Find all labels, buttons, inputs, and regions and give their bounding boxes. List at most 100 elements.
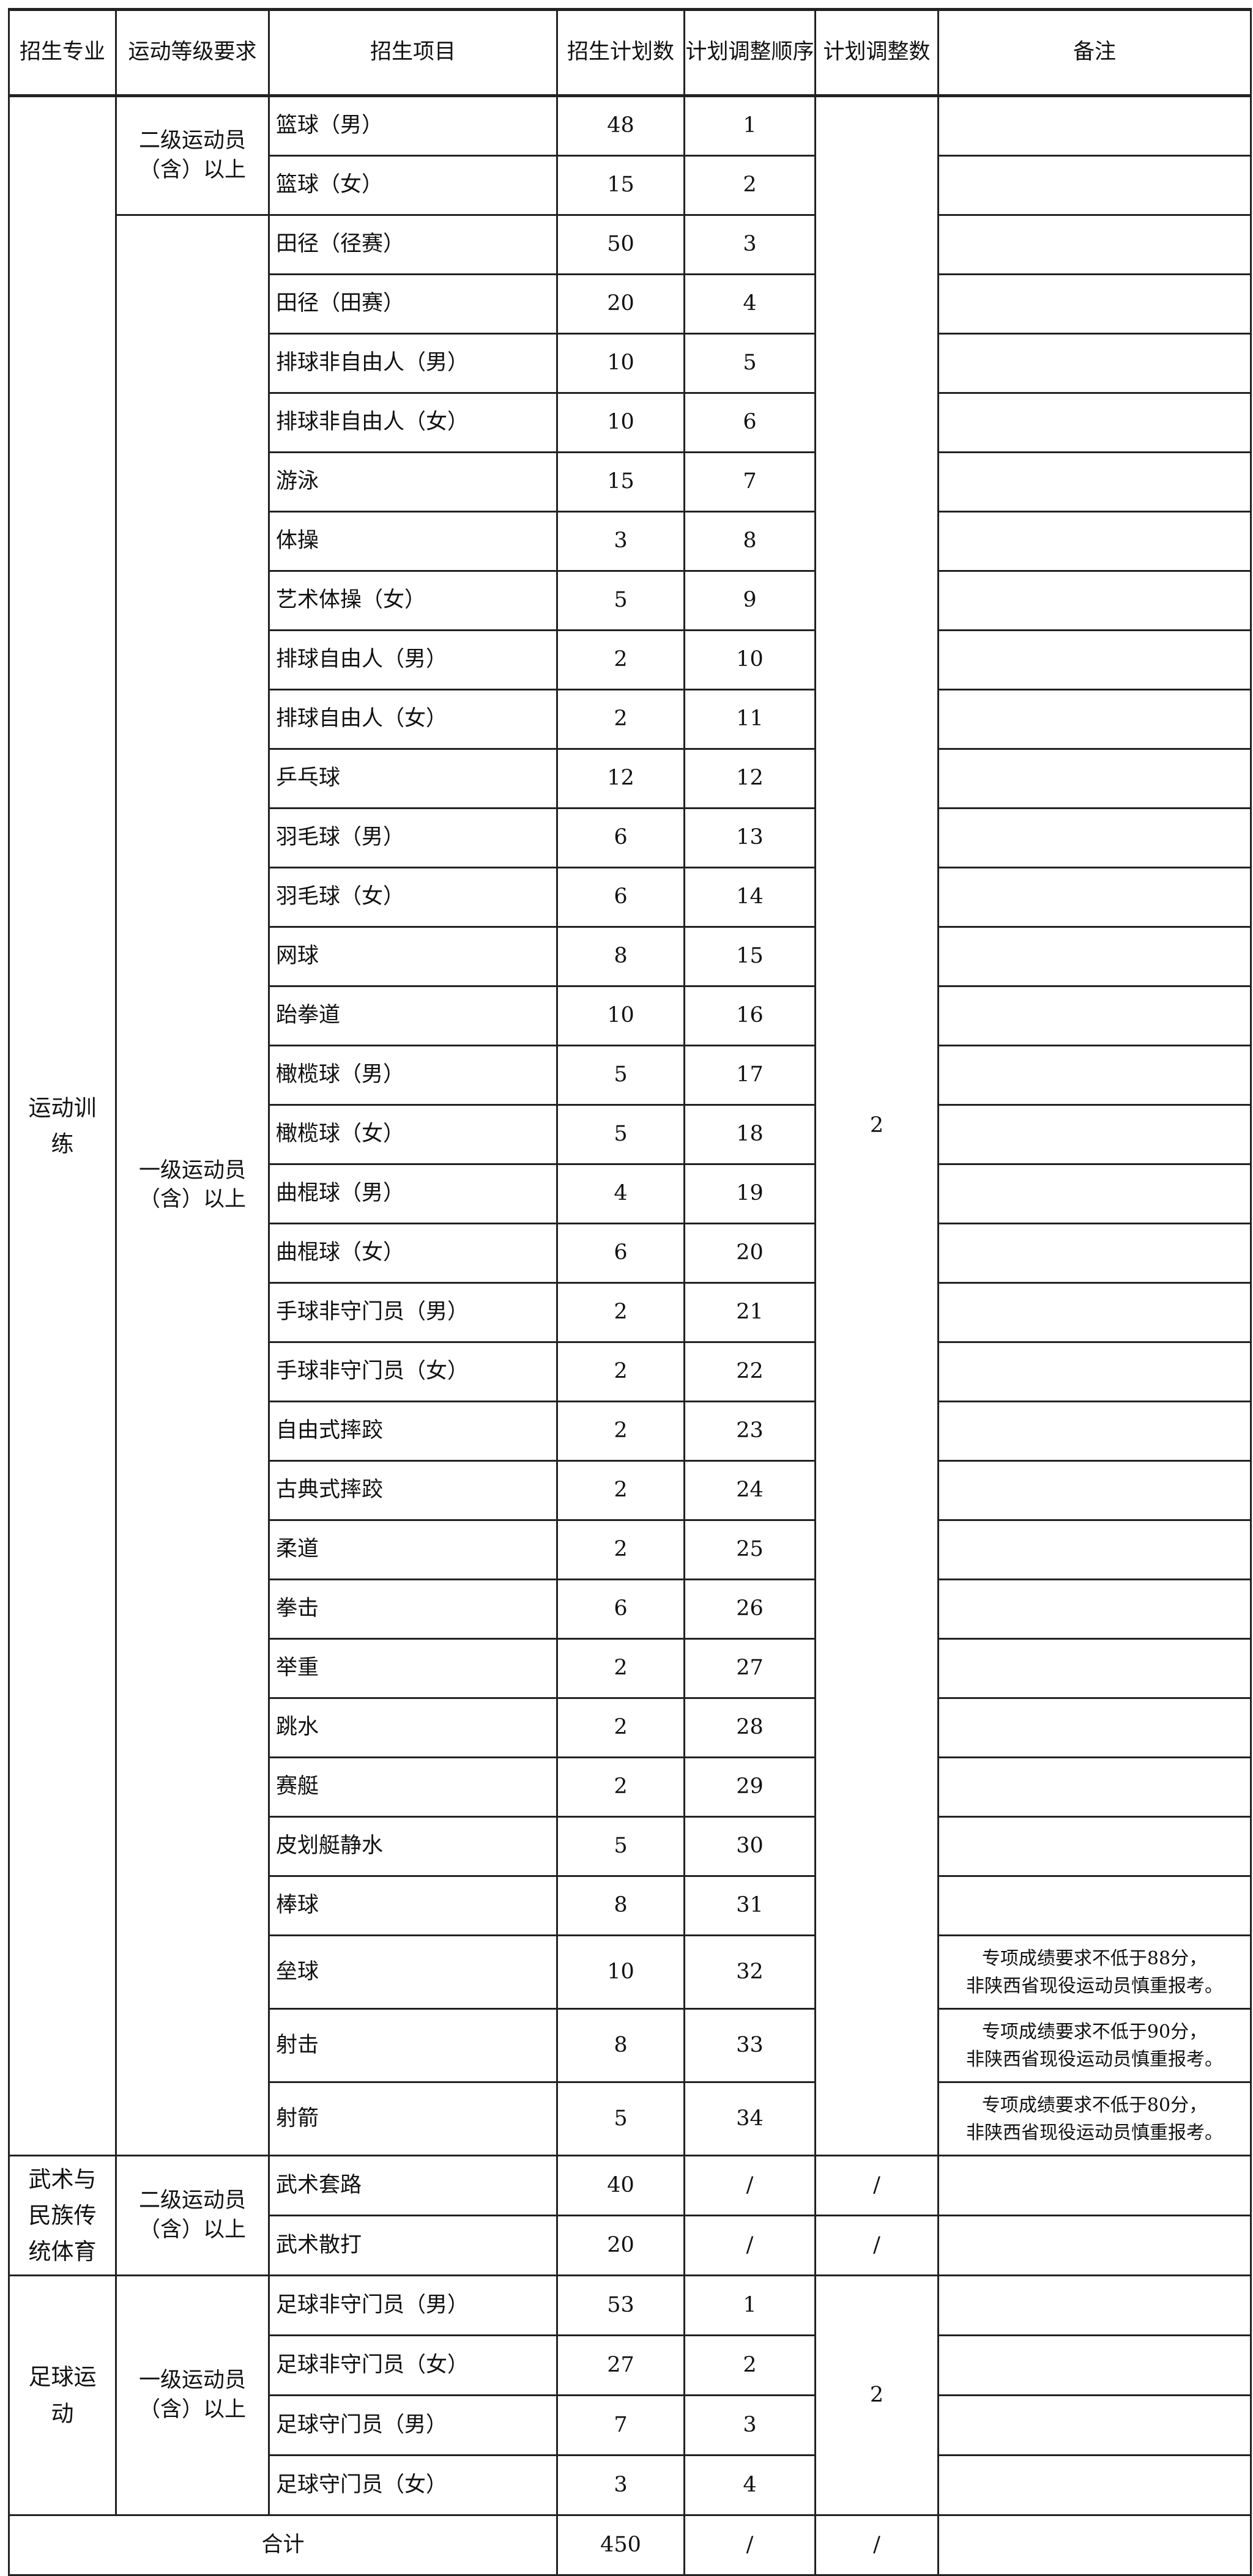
plan-cell: 2 [556,1401,685,1462]
remark-cell [937,214,1252,275]
table-row: 跳水 2 28 [9,1697,1252,1758]
header-row: 招生专业 运动等级要求 招生项目 招生计划数 计划调整顺序 计划调整数 备注 [8,9,1252,97]
table-row: 射箭 5 34 专项成绩要求不低于80分， 非陕西省现役运动员慎重报考。 [9,2081,1252,2156]
table-row: 武术散打 20// [9,2215,1252,2276]
table-row: 运动训练 二级运动员（含）以上 篮球（男） 48 1 2 [8,95,1252,2156]
item-cell: 排球非自由人（男） [268,333,558,394]
item-cell: 柔道 [268,1519,558,1580]
item-cell: 自由式摔跤 [268,1401,558,1462]
table-row: 排球非自由人（女） 10 6 [9,392,1252,453]
plan-cell: 4 [556,1163,685,1224]
item-cell: 垒球 [268,1934,558,2010]
remark-cell [937,1341,1252,1402]
plan-cell: 2 [556,1697,685,1758]
level-cell: 一级运动员（含）以上 [115,2274,270,2516]
table-row: 艺术体操（女） 5 9 [9,570,1252,631]
item-cell: 拳击 [268,1579,558,1640]
adjust-cell: 2 [814,95,939,2156]
plan-cell: 2 [556,1638,685,1699]
order-cell: 12 [683,748,816,809]
remark-cell [937,2454,1252,2516]
remark-cell: 专项成绩要求不低于80分， 非陕西省现役运动员慎重报考。 [937,2081,1252,2156]
plan-cell: 5 [556,570,685,631]
plan-cell: 20 [556,2215,685,2276]
remark-cell [937,95,1252,157]
remark-cell [937,570,1252,631]
order-cell: 33 [683,2008,816,2083]
plan-cell: 2 [556,1756,685,1818]
plan-cell: 5 [556,1104,685,1165]
remark-cell: 专项成绩要求不低于90分， 非陕西省现役运动员慎重报考。 [937,2008,1252,2083]
plan-cell: 2 [556,1282,685,1343]
total-adjust: / [814,2514,939,2576]
remark-cell [937,2334,1252,2396]
plan-cell: 6 [556,1223,685,1284]
plan-cell: 2 [556,1460,685,1521]
plan-cell: 2 [556,629,685,690]
table-row: 排球非自由人（男） 10 5 [9,333,1252,394]
item-cell: 武术散打 [268,2215,558,2276]
remark-cell [937,155,1252,216]
item-cell: 体操 [268,511,558,572]
order-cell: 16 [683,985,816,1046]
major-label: 运动训练 [28,1094,97,1157]
order-cell: 2 [683,155,816,216]
order-cell: / [683,2155,816,2216]
item-cell: 足球守门员（女） [268,2454,558,2516]
plan-cell: 53 [556,2274,685,2336]
header-plan: 招生计划数 [556,9,685,97]
remark-cell [937,807,1252,868]
order-cell: 4 [683,273,816,335]
remark-cell [937,1756,1252,1818]
remark-cell [937,1401,1252,1462]
plan-cell: 5 [556,1816,685,1877]
plan-cell: 6 [556,867,685,928]
table-row: 手球非守门员（男） 2 21 [9,1282,1252,1343]
order-cell: 26 [683,1579,816,1640]
plan-cell: 10 [556,1934,685,2010]
order-cell: 5 [683,333,816,394]
plan-cell: 50 [556,214,685,275]
remark-cell [937,1519,1252,1580]
plan-cell: 15 [556,451,685,513]
table-row: 足球守门员（女） 3 4 [9,2454,1252,2516]
item-cell: 田径（径赛） [268,214,558,275]
remark-cell [937,392,1252,453]
remark-cell [937,1579,1252,1640]
plan-cell: 8 [556,1875,685,1936]
order-cell: 32 [683,1934,816,2010]
plan-cell: 2 [556,689,685,750]
plan-cell: 6 [556,807,685,868]
remark-cell [937,1875,1252,1936]
item-cell: 举重 [268,1638,558,1699]
remark-cell [937,511,1252,572]
order-cell: 3 [683,2394,816,2456]
table-row: 足球运动 一级运动员（含）以上 足球非守门员（男） 53 1 2 [8,2274,1252,2516]
plan-cell: 5 [556,1045,685,1106]
remark-cell [937,867,1252,928]
order-cell: 18 [683,1104,816,1165]
remark-cell [937,1697,1252,1758]
total-row: 合计 450 / / [8,2514,1252,2576]
major-cell: 武术与民族传统体育 [8,2155,117,2276]
item-cell: 足球守门员（男） [268,2394,558,2456]
item-cell: 手球非守门员（男） [268,1282,558,1343]
table-row: 乒乓球 12 12 [9,748,1252,809]
order-cell: 13 [683,807,816,868]
plan-cell: 10 [556,333,685,394]
item-cell: 足球非守门员（男） [268,2274,558,2336]
item-cell: 赛艇 [268,1756,558,1818]
item-cell: 羽毛球（女） [268,867,558,928]
level-cell: 二级运动员（含）以上 [115,95,270,216]
order-cell: 23 [683,1401,816,1462]
order-cell: 30 [683,1816,816,1877]
total-remark [937,2514,1252,2576]
item-cell: 手球非守门员（女） [268,1341,558,1402]
remark-cell [937,1163,1252,1224]
remark-cell [937,748,1252,809]
remark-cell [937,451,1252,513]
remark-cell [937,273,1252,335]
item-cell: 排球非自由人（女） [268,392,558,453]
item-cell: 橄榄球（女） [268,1104,558,1165]
header-major: 招生专业 [8,9,117,97]
